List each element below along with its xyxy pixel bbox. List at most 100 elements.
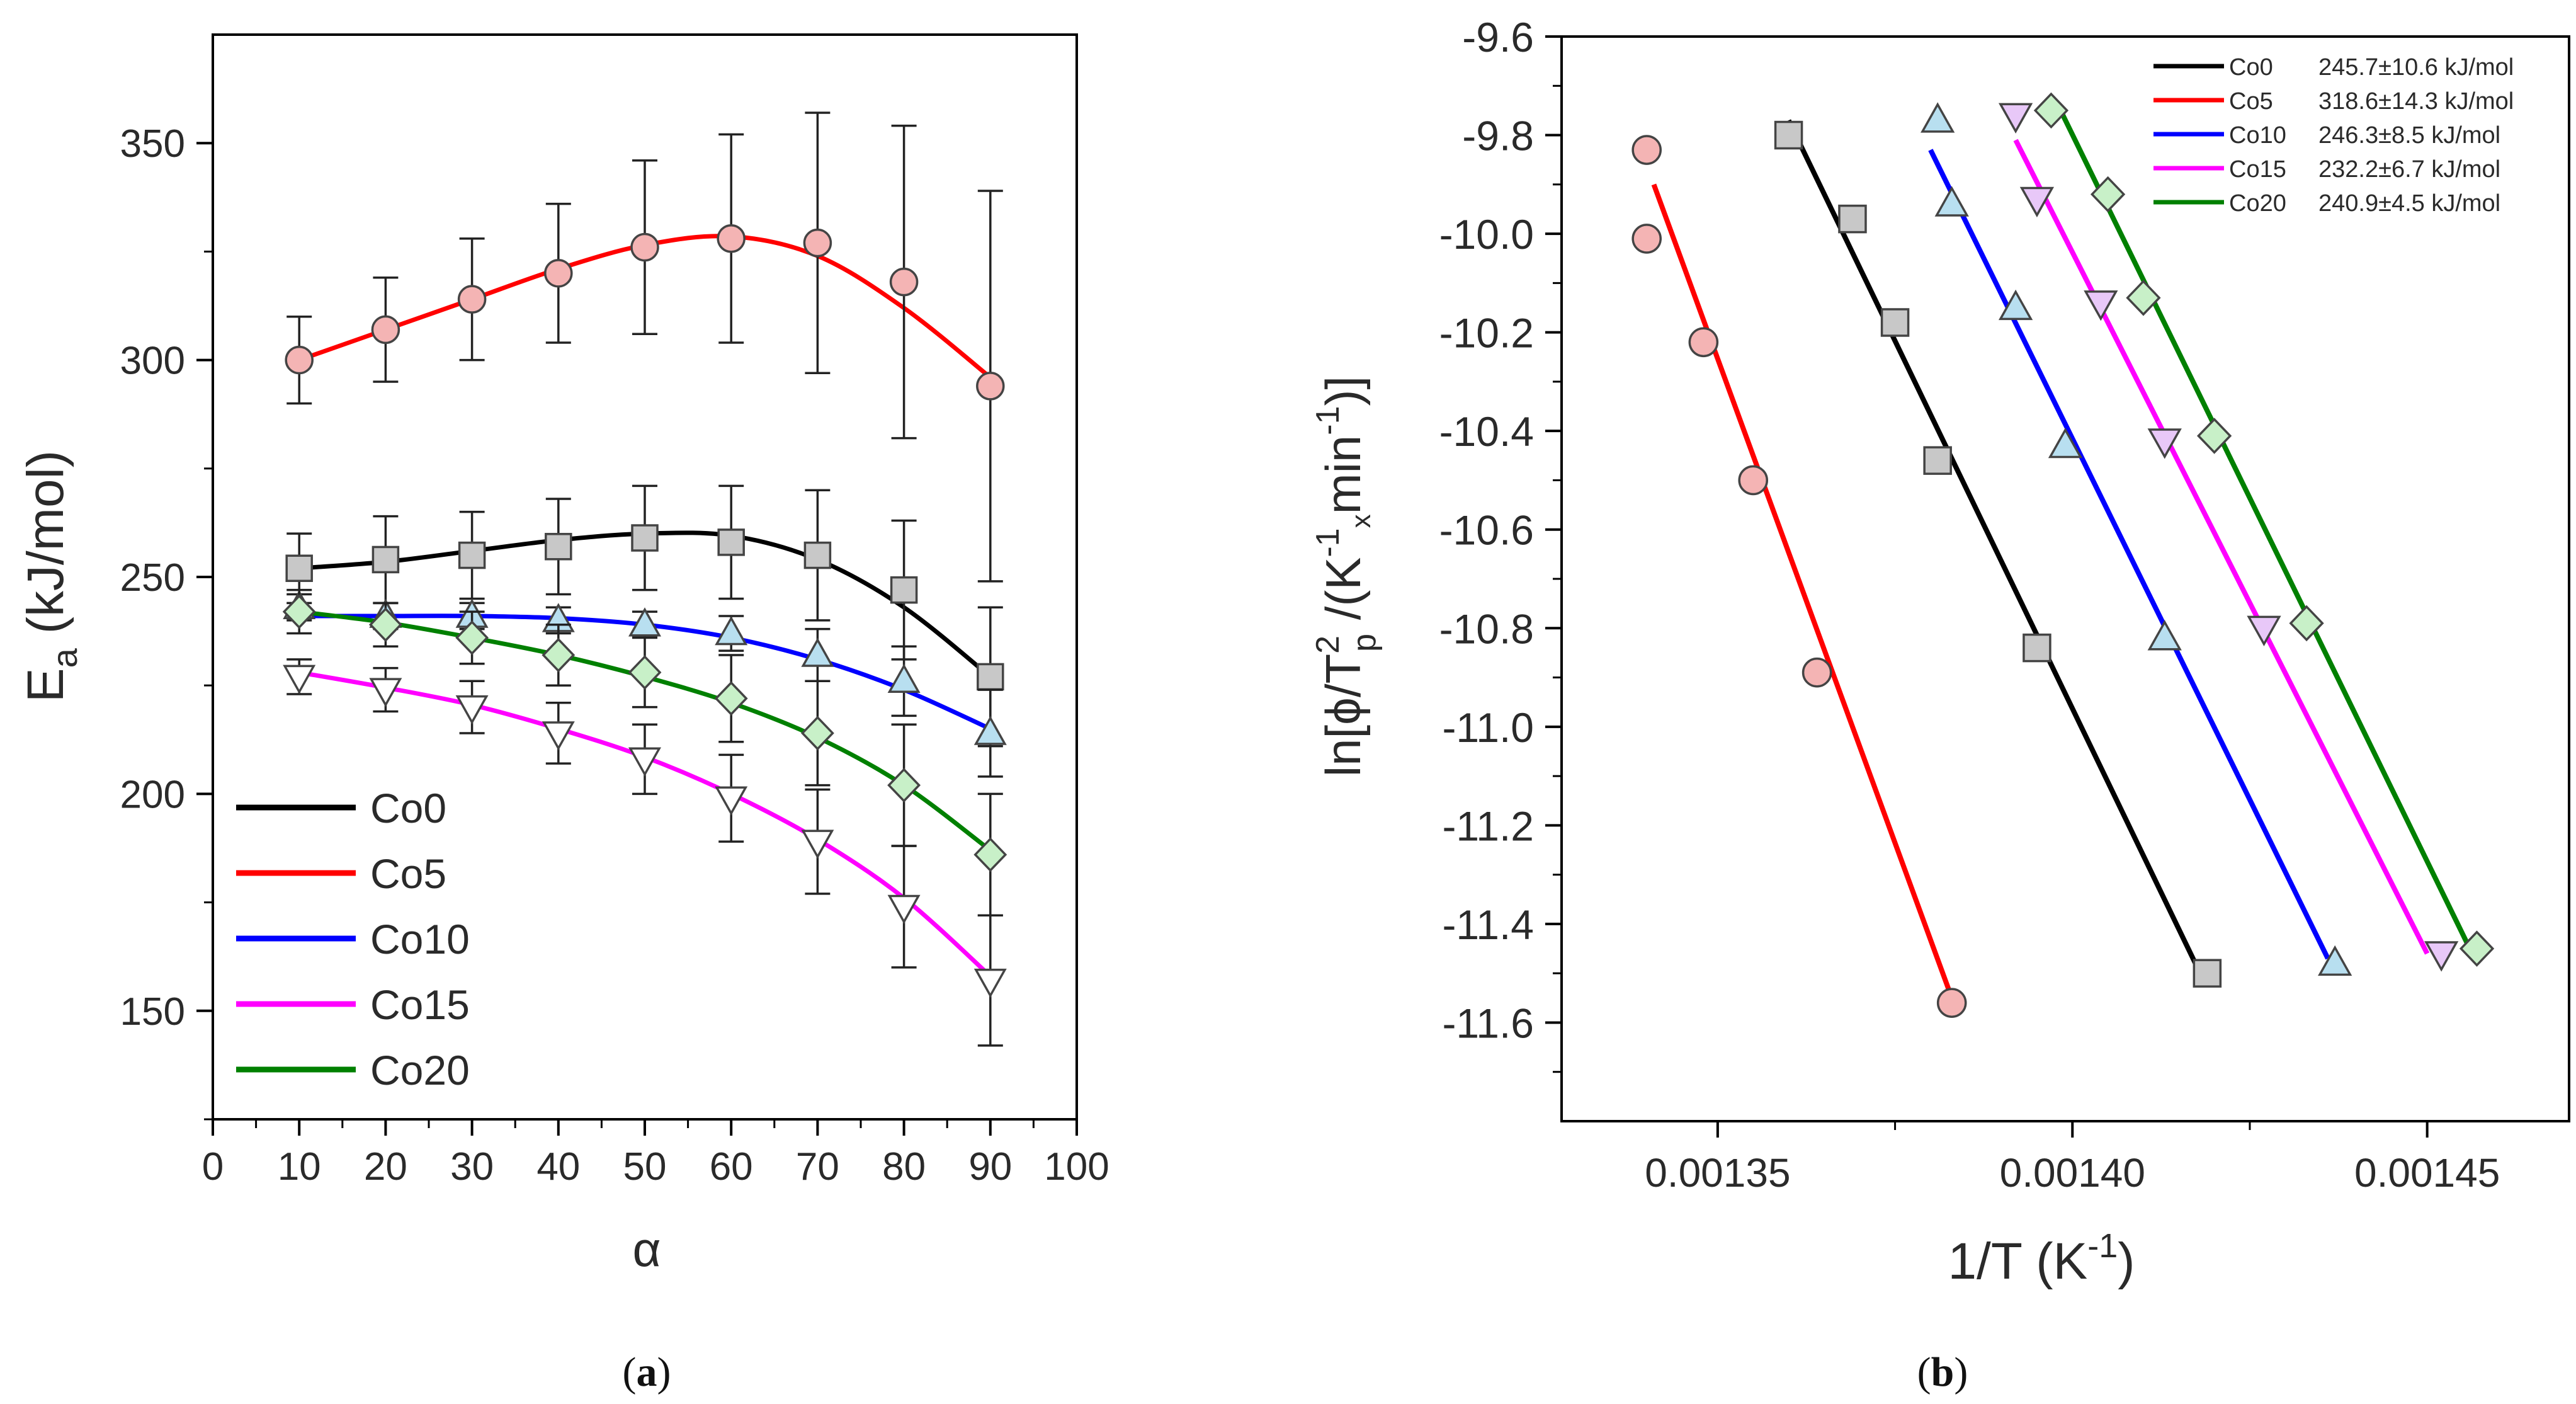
data-point: [458, 541, 486, 569]
data-point: [1631, 224, 1662, 254]
data-point: [2048, 427, 2083, 459]
data-point: [369, 678, 402, 707]
data-point: [2090, 176, 2126, 213]
data-point: [1688, 327, 1719, 358]
panel-b-x-tick-label: 0.00145: [2354, 1150, 2500, 1196]
data-point: [889, 267, 919, 297]
data-point: [1631, 135, 1662, 165]
series-co5: [1631, 135, 1967, 1018]
panel-b-y-tick-label: -10.6: [1439, 507, 1534, 554]
data-point: [368, 607, 402, 642]
panel-b-y-tick-label: -10.2: [1439, 310, 1534, 357]
data-point: [2033, 92, 2069, 129]
data-point: [973, 837, 1007, 872]
panel-a-y-tick-label: 350: [120, 122, 185, 166]
data-point: [544, 259, 573, 288]
series-co10: [1921, 102, 2352, 976]
data-point: [371, 315, 400, 345]
data-point: [717, 528, 745, 556]
panel-b-x-tick-label: 0.00135: [1645, 1150, 1790, 1196]
data-point: [714, 681, 748, 716]
data-point: [1738, 465, 1769, 496]
data-point: [2196, 418, 2232, 454]
panel-b-chart: 0.00135 0.00140 0.00145 -9.6 -9.8 -10.0 -10.2 -…: [1310, 14, 2570, 1395]
data-point: [455, 620, 489, 655]
data-point: [715, 786, 748, 816]
data-point: [1998, 103, 2033, 134]
panel-a-y-tick-label: 200: [120, 773, 185, 816]
data-point: [1923, 446, 1952, 475]
data-point: [801, 830, 834, 859]
data-point: [973, 716, 1007, 745]
legend-label-co15: Co15: [2229, 156, 2286, 183]
panel-b-y-tick-label: -9.8: [1462, 113, 1534, 159]
panel-a-x-tick-label: 80: [882, 1145, 926, 1189]
data-point: [457, 285, 487, 314]
legend-value-co20: 240.9±4.5 kJ/mol: [2318, 190, 2500, 217]
legend-value-co5: 318.6±14.3 kJ/mol: [2318, 88, 2514, 115]
legend-label-co5: Co5: [370, 850, 446, 897]
data-point: [973, 968, 1007, 998]
data-point: [717, 224, 746, 253]
data-point: [2193, 959, 2222, 988]
panel-a-x-tick-label: 0: [202, 1145, 224, 1189]
panel-a-x-tick-label: 40: [536, 1145, 580, 1189]
legend-label-co10: Co10: [2229, 122, 2286, 149]
data-point: [803, 541, 832, 569]
panel-b-y-tick-label: -9.6: [1462, 14, 1534, 60]
data-point: [803, 228, 832, 258]
series-co15: [283, 658, 1007, 1047]
series-co0: [1774, 119, 2222, 988]
series-co5: [285, 111, 1005, 583]
data-point: [1936, 988, 1967, 1018]
data-point: [631, 524, 659, 552]
legend-value-co0: 245.7±10.6 kJ/mol: [2318, 54, 2514, 81]
data-point: [285, 345, 314, 375]
panel-a-y-tick-label: 250: [120, 556, 185, 600]
data-point: [1838, 204, 1867, 234]
data-point: [715, 615, 748, 646]
data-point: [1934, 186, 1969, 217]
data-point: [801, 637, 834, 667]
data-point: [1998, 289, 2033, 321]
data-point: [542, 721, 575, 751]
data-point: [2019, 186, 2055, 218]
panel-b-y-tick-label: -11.4: [1442, 901, 1534, 948]
data-point: [976, 372, 1005, 401]
panel-a-x-tick-label: 30: [450, 1145, 494, 1189]
panel-a-x-tick-label: 50: [623, 1145, 667, 1189]
legend-label-co15: Co15: [370, 981, 470, 1028]
legend-value-co10: 246.3±8.5 kJ/mol: [2318, 122, 2500, 149]
fit-line-co20: [2056, 104, 2472, 950]
data-point: [2424, 941, 2459, 972]
legend-label-co20: Co20: [2229, 190, 2286, 217]
fit-line-co5: [1651, 183, 1955, 999]
data-point: [455, 695, 489, 725]
panel-a-chart: 0 10 20 30 40 50 60 70 80 90 100 150 200 250 300 350 Ea…: [17, 33, 1109, 1395]
panel-a-x-axis-title: α: [632, 1221, 661, 1277]
data-point: [630, 232, 659, 262]
series-co0: [285, 484, 1004, 748]
data-point: [1921, 102, 1955, 133]
panel-a-x-tick-label: 20: [364, 1145, 407, 1189]
panel-b-y-tick-label: -11.0: [1442, 704, 1534, 751]
data-point: [283, 665, 316, 695]
panel-a-x-tick-label: 90: [968, 1145, 1012, 1189]
data-point: [2459, 930, 2495, 967]
data-point: [282, 594, 316, 629]
data-point: [977, 663, 1004, 691]
data-point: [1774, 120, 1803, 150]
panel-b-x-tick-label: 0.00140: [2000, 1150, 2145, 1196]
data-point: [2147, 428, 2182, 459]
panel-b-y-axis-title: ln[ϕ/T2p /(K-1xmin-1)]: [1310, 376, 1383, 777]
panel-b-y-tick-label: -11.6: [1442, 1000, 1534, 1046]
legend-label-co20: Co20: [370, 1047, 470, 1093]
panel-b-y-tick-label: -11.2: [1442, 802, 1534, 849]
series-co20: [2033, 92, 2495, 967]
panel-a-y-tick-label: 300: [120, 340, 185, 383]
panel-b-x-axis-title: 1/T (K-1): [1948, 1227, 2135, 1290]
data-point: [285, 554, 313, 582]
data-point: [1801, 657, 1832, 688]
data-point: [890, 576, 918, 604]
